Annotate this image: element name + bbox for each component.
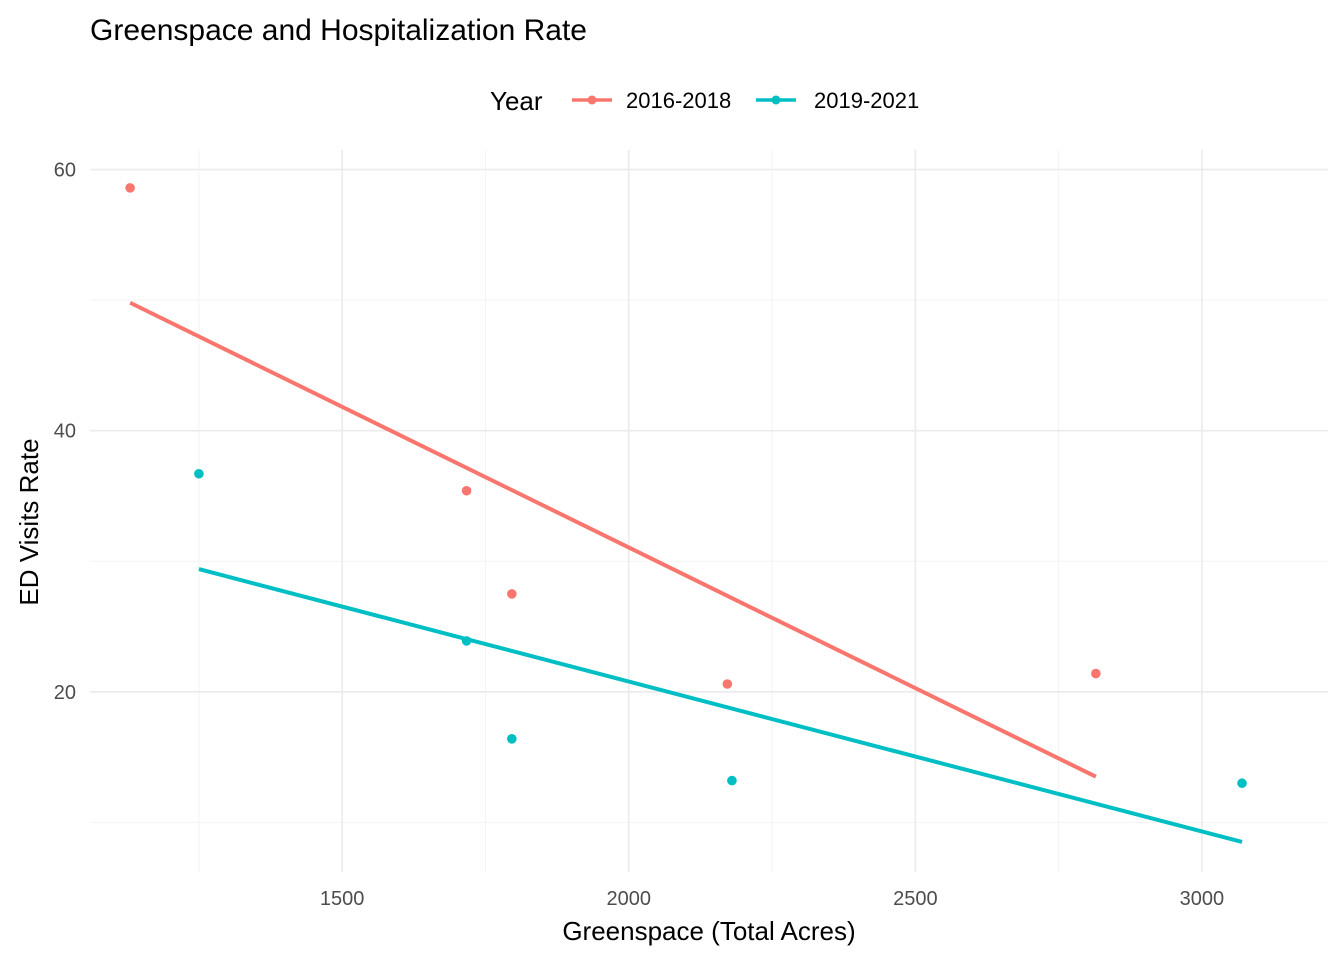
data-points <box>125 183 1247 789</box>
x-tick-label: 1500 <box>320 888 365 910</box>
legend: Year 2016-2018 2019-2021 <box>490 86 919 116</box>
trend-line-series-2 <box>198 567 1243 844</box>
y-axis-title: ED Visits Rate <box>14 438 44 605</box>
data-point-series-2 <box>727 775 737 786</box>
data-point-series-1 <box>125 183 135 193</box>
y-tick-label: 40 <box>54 421 76 443</box>
x-tick-label: 2000 <box>607 888 652 910</box>
data-point-series-2 <box>194 468 204 479</box>
legend-label: 2019-2021 <box>814 88 919 113</box>
y-axis-ticks: 20 40 60 <box>54 160 76 704</box>
data-point-series-2 <box>461 636 472 646</box>
trend-line-series-1 <box>129 300 1097 779</box>
data-point-series-1 <box>507 589 517 599</box>
grid-major <box>90 150 1328 872</box>
legend-key-point <box>587 95 597 105</box>
y-tick-label: 20 <box>54 682 76 704</box>
x-axis-title: Greenspace (Total Acres) <box>562 916 855 946</box>
data-point-series-2 <box>507 734 517 744</box>
legend-key-point <box>771 95 781 105</box>
legend-title: Year <box>490 86 543 116</box>
x-tick-label: 3000 <box>1180 888 1225 910</box>
chart-title: Greenspace and Hospitalization Rate <box>90 14 587 47</box>
data-point-series-2 <box>1237 778 1247 789</box>
data-point-series-1 <box>722 679 733 689</box>
legend-item-2019-2021: 2019-2021 <box>756 88 919 113</box>
y-tick-label: 60 <box>54 160 76 182</box>
x-tick-label: 2500 <box>893 888 938 910</box>
legend-label: 2016-2018 <box>626 88 731 113</box>
legend-item-2016-2018: 2016-2018 <box>572 88 731 113</box>
x-axis-ticks: 1500 2000 2500 3000 <box>320 888 1224 910</box>
data-point-series-1 <box>461 485 472 496</box>
trend-lines <box>129 300 1243 844</box>
data-point-series-1 <box>1091 668 1101 679</box>
grid-minor <box>90 150 1328 872</box>
